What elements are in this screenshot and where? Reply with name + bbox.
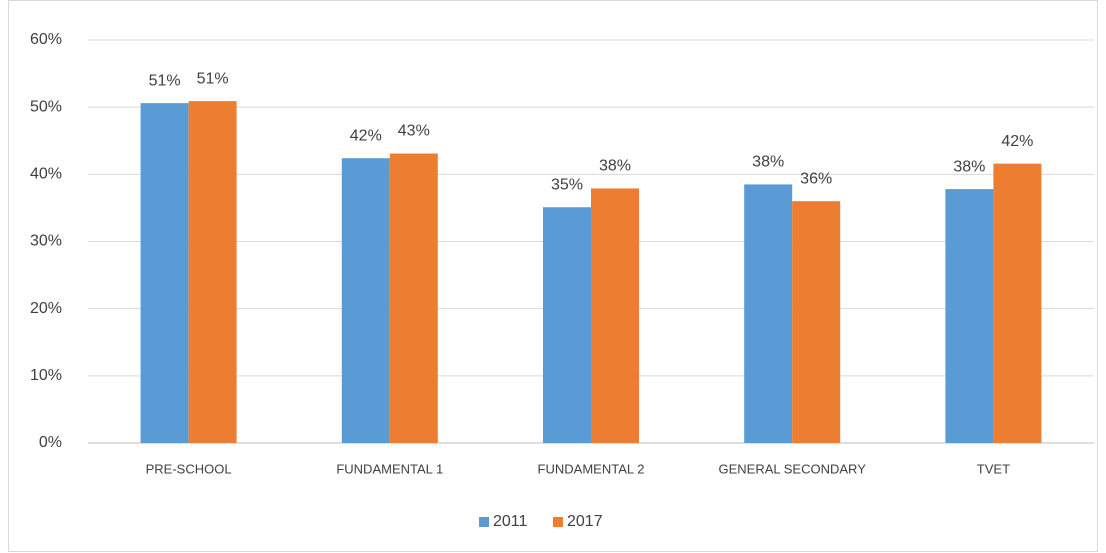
data-label: 35% xyxy=(551,176,583,193)
y-tick-label: 10% xyxy=(30,367,62,384)
data-label: 36% xyxy=(800,170,832,187)
y-tick-label: 0% xyxy=(39,434,62,451)
legend-swatch xyxy=(479,517,489,527)
data-label: 43% xyxy=(398,123,430,140)
x-tick-label: TVET xyxy=(977,461,1010,476)
y-tick-label: 30% xyxy=(30,233,62,250)
bar xyxy=(188,101,237,443)
legend-label: 2017 xyxy=(567,513,603,530)
bar xyxy=(744,184,793,444)
data-label: 38% xyxy=(599,158,631,175)
y-tick-label: 40% xyxy=(30,166,62,183)
bar xyxy=(140,103,189,444)
data-label: 51% xyxy=(197,70,229,87)
bar xyxy=(543,207,591,443)
x-tick-label: FUNDAMENTAL 2 xyxy=(538,461,645,476)
bar xyxy=(792,201,841,443)
bar xyxy=(945,189,994,443)
x-tick-label: FUNDAMENTAL 1 xyxy=(336,461,443,476)
bar xyxy=(341,158,390,444)
data-label: 51% xyxy=(149,72,181,89)
y-tick-label: 20% xyxy=(30,300,62,317)
bar xyxy=(389,153,438,444)
data-label: 38% xyxy=(953,158,985,175)
data-label: 42% xyxy=(1001,133,1033,150)
x-tick-label: GENERAL SECONDARY xyxy=(719,461,867,476)
data-label: 42% xyxy=(350,127,382,144)
x-tick-label: PRE-SCHOOL xyxy=(146,461,232,476)
legend-label: 2011 xyxy=(493,513,528,530)
bar xyxy=(591,188,639,443)
legend-swatch xyxy=(553,517,563,527)
y-tick-label: 60% xyxy=(30,31,62,48)
data-label: 38% xyxy=(752,154,784,171)
bar xyxy=(993,163,1042,443)
y-tick-label: 50% xyxy=(30,98,62,115)
